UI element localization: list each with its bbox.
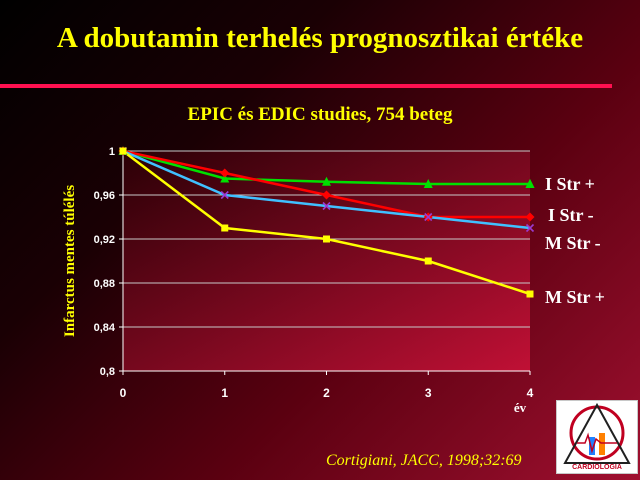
y-tick-label: 0,8	[100, 366, 115, 378]
data-point	[423, 179, 433, 188]
x-axis-label: év	[514, 400, 527, 415]
chart-subtitle: EPIC és EDIC studies, 754 beteg	[187, 104, 453, 125]
data-point	[322, 190, 331, 200]
series-labels: I Str + I Str - M Str - M Str +	[525, 174, 605, 307]
citation: Cortigiani, JACC, 1998;32:69	[326, 452, 522, 469]
series-label: I Str -	[548, 205, 594, 225]
y-tick-label: 0,88	[94, 278, 115, 290]
x-tick-label: 2	[323, 386, 330, 400]
plot-area	[123, 151, 530, 371]
data-point	[525, 212, 535, 222]
data-point	[525, 179, 535, 188]
x-tick-label: 0	[120, 386, 127, 400]
series-lines	[118, 146, 535, 298]
slide-title: A dobutamin terhelés prognosztikai érték…	[56, 22, 584, 54]
y-axis-label: Infarctus mentes túlélés	[62, 185, 78, 337]
x-tick-labels: 0 1 2 3 4	[120, 371, 534, 400]
data-point	[220, 168, 230, 178]
cardiology-logo: CARDIOLOGIA	[556, 400, 638, 474]
y-tick-labels: 0,8 0,84 0,88 0,92 0,96 1	[94, 146, 123, 378]
data-point	[424, 212, 433, 222]
title-divider	[0, 84, 612, 88]
y-tick-label: 0,96	[94, 190, 115, 202]
y-tick-label: 0,92	[94, 234, 115, 246]
data-point	[526, 290, 534, 298]
x-tick-label: 4	[527, 386, 534, 400]
series-label: I Str +	[545, 174, 595, 194]
data-point	[323, 235, 330, 243]
data-point	[424, 257, 432, 265]
x-tick-label: 3	[425, 386, 432, 400]
series-label: M Str +	[545, 287, 605, 307]
y-tick-label: 0,84	[94, 322, 116, 334]
logo-text: CARDIOLOGIA	[572, 464, 622, 471]
x-tick-label: 1	[221, 386, 228, 400]
data-point	[119, 147, 127, 155]
grid-lines	[123, 150, 530, 328]
data-point	[220, 173, 230, 183]
data-point	[221, 224, 229, 232]
data-point	[322, 201, 331, 211]
series-label: M Str -	[545, 233, 601, 253]
y-tick-label: 1	[109, 146, 115, 158]
data-point	[525, 223, 535, 233]
data-point	[322, 176, 331, 186]
data-point	[220, 190, 229, 200]
